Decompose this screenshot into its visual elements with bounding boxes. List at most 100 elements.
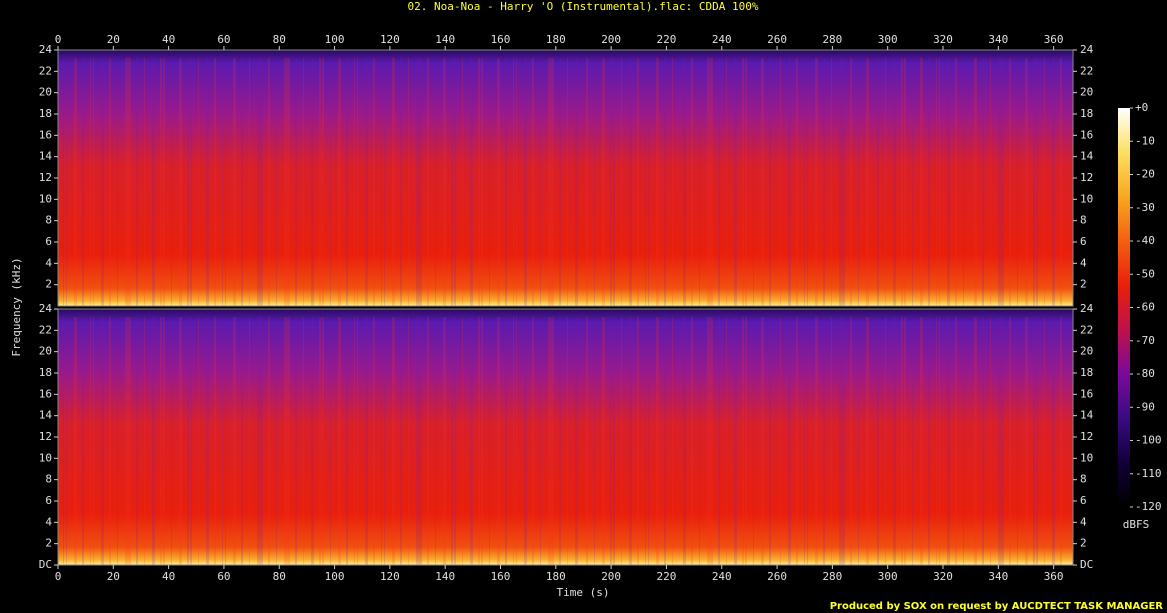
spectrogram-streak [742,317,744,565]
spectrogram-streak [804,58,805,306]
colorbar-tick-label: -60 [1135,301,1155,314]
spectrogram-streak [831,317,832,565]
y-tick-label: 6 [1080,494,1087,507]
spectrogram-streak [136,58,138,306]
spectrogram-streak [912,58,913,306]
spectrogram-streak [373,58,375,306]
spectrogram-streak [559,58,561,306]
spectrogram-streak [866,317,869,565]
spectrogram-streak [257,317,260,565]
y-tick-label: DC [39,558,52,571]
x-tick-label: 100 [325,33,345,46]
spectrogram-streak [664,317,666,565]
x-tick-label: 160 [491,33,511,46]
spectrogram-streak [1033,58,1035,306]
spectrogram-streak [815,58,818,306]
spectrogram-streak [974,58,977,306]
x-tick-label: 180 [546,33,566,46]
spectrogram-streak [726,317,727,565]
spectrogram-streak [610,317,612,565]
spectrogram-streak [249,317,250,565]
spectrogram-streak [955,317,957,565]
y-tick-label: 20 [39,345,52,358]
y-tick-label: 20 [1080,86,1093,99]
spectrogram-streak [163,58,165,306]
spectrogram-streak [214,317,216,565]
spectrogram-streak [532,58,534,306]
y-tick-label: 24 [39,302,53,315]
spectrogram-streak [621,58,622,306]
y-tick-label: 14 [39,409,53,422]
spectrogram-streak [136,317,138,565]
x-tick-label: 40 [162,33,175,46]
spectrogram-streak [726,58,727,306]
spectrogram-streak [575,58,578,306]
spectrogram-streak [637,58,639,306]
spectrogram-streak [516,317,517,565]
spectrogram-streak [93,58,94,306]
x-tick-label: 160 [491,570,511,583]
spectrogram-streak [842,317,845,565]
y-tick-label: 20 [39,86,52,99]
y-tick-label: 24 [39,43,53,56]
spectrogram-streak [672,58,673,306]
y-tick-label: 12 [1080,171,1093,184]
spectrogram-streak [470,317,473,565]
spectrogram-streak [427,58,429,306]
spectrogram-streak [179,58,182,306]
y-tick-label: 22 [39,64,52,77]
spectrogram-streak [637,317,639,565]
spectrogram-streak [454,317,456,565]
y-tick-label: 8 [45,473,52,486]
spectrogram-streak [400,317,402,565]
spectrogram-streak [532,317,534,565]
spectrogram-streak [408,58,409,306]
x-tick-label: 140 [435,33,455,46]
spectrogram-streak [656,58,659,306]
spectrogram-streak [516,58,517,306]
spectrogram-streak [276,317,277,565]
spectrogram-streak [257,58,260,306]
spectrogram-streak [354,317,355,565]
x-tick-label: 240 [712,33,732,46]
y-tick-label: 2 [1080,537,1087,550]
y-tick-label: 2 [45,537,52,550]
spectrogram-streak [710,317,713,565]
spectrogram-streak [214,58,216,306]
spectrogram-panel [58,50,1073,306]
spectrogram-streak [66,317,67,565]
colorbar-tick-label: -90 [1135,400,1155,413]
spectrogram-streak [198,317,199,565]
spectrogram-streak [241,317,243,565]
spectrogram-streak [392,58,395,306]
spectrogram-streak [284,58,287,306]
spectrogram-streak [901,317,903,565]
spectrogram-streak [602,58,605,306]
spectrogram-streak [947,58,950,306]
spectrogram-streak [904,58,906,306]
y-tick-label: 16 [39,387,52,400]
spectrogram-streak [206,317,209,565]
y-tick-label: 14 [1080,409,1094,422]
y-tick-label: 18 [39,107,52,120]
spectrogram-streak [125,317,128,565]
y-tick-label: 16 [39,128,52,141]
spectrogram-streak [990,58,991,306]
spectrogram-streak [505,317,507,565]
spectrogram-streak [357,317,358,565]
spectrogram-streak [330,58,331,306]
y-tick-label: 10 [1080,192,1093,205]
y-tick-label: 14 [39,150,53,163]
spectrogram-streak [63,58,64,306]
x-tick-label: 280 [822,570,842,583]
spectrogram-streak [540,58,541,306]
spectrogram-streak [1025,317,1028,565]
spectrogram-streak [443,58,446,306]
spectrogram-streak [63,317,64,565]
x-tick-label: 60 [217,570,230,583]
spectrogram-streak [1017,317,1018,565]
spectrogram-streak [152,58,155,306]
spectrogram-streak [586,58,588,306]
spectrogram-streak [311,58,314,306]
x-tick-label: 80 [273,570,286,583]
